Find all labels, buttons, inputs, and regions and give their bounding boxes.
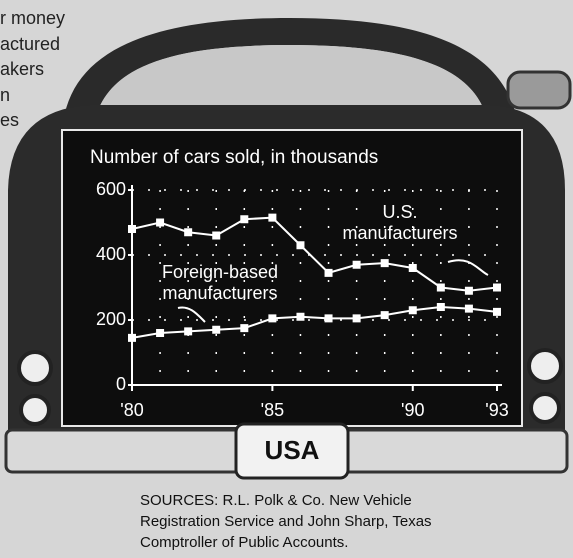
data-point — [268, 314, 276, 322]
data-point — [437, 284, 445, 292]
x-tick-label: '80 — [120, 400, 143, 420]
chart-title: Number of cars sold, in thousands — [90, 147, 378, 168]
series-label: Foreign-based manufacturers — [150, 262, 290, 304]
data-point — [240, 215, 248, 223]
data-point — [156, 329, 164, 337]
series-label: U.S. manufacturers — [325, 202, 475, 244]
data-point — [381, 259, 389, 267]
data-point — [409, 264, 417, 272]
data-point — [353, 261, 361, 269]
data-point — [493, 284, 501, 292]
headlight — [529, 350, 561, 382]
article-text: r money — [0, 8, 65, 29]
article-text: n — [0, 85, 10, 106]
data-point — [184, 228, 192, 236]
y-tick-label: 600 — [96, 179, 126, 199]
article-text: actured — [0, 34, 60, 55]
headlight — [21, 396, 49, 424]
data-point — [212, 232, 220, 240]
data-point — [156, 219, 164, 227]
article-text: es — [0, 110, 19, 131]
headlight — [531, 394, 559, 422]
data-point — [128, 225, 136, 233]
mirror — [508, 72, 570, 108]
data-point — [493, 308, 501, 316]
x-tick-label: '90 — [401, 400, 424, 420]
data-point — [325, 269, 333, 277]
y-tick-label: 400 — [96, 244, 126, 264]
plate-text: USA — [265, 435, 320, 465]
data-point — [437, 303, 445, 311]
data-point — [296, 241, 304, 249]
x-tick-label: '93 — [485, 400, 508, 420]
data-point — [184, 327, 192, 335]
data-point — [268, 214, 276, 222]
x-tick-label: '85 — [261, 400, 284, 420]
data-point — [353, 314, 361, 322]
data-point — [240, 324, 248, 332]
data-point — [381, 311, 389, 319]
data-point — [325, 314, 333, 322]
headlight — [19, 352, 51, 384]
data-point — [409, 306, 417, 314]
data-point — [465, 305, 473, 313]
data-point — [212, 326, 220, 334]
source-note: SOURCES: R.L. Polk & Co. New Vehicle Reg… — [140, 490, 460, 553]
data-point — [465, 287, 473, 295]
data-point — [128, 334, 136, 342]
article-text: akers — [0, 59, 44, 80]
y-tick-label: 200 — [96, 309, 126, 329]
page: USA Number of cars sold, in thousands 0 2… — [0, 0, 573, 558]
data-point — [296, 313, 304, 321]
y-tick-label: 0 — [116, 374, 126, 394]
